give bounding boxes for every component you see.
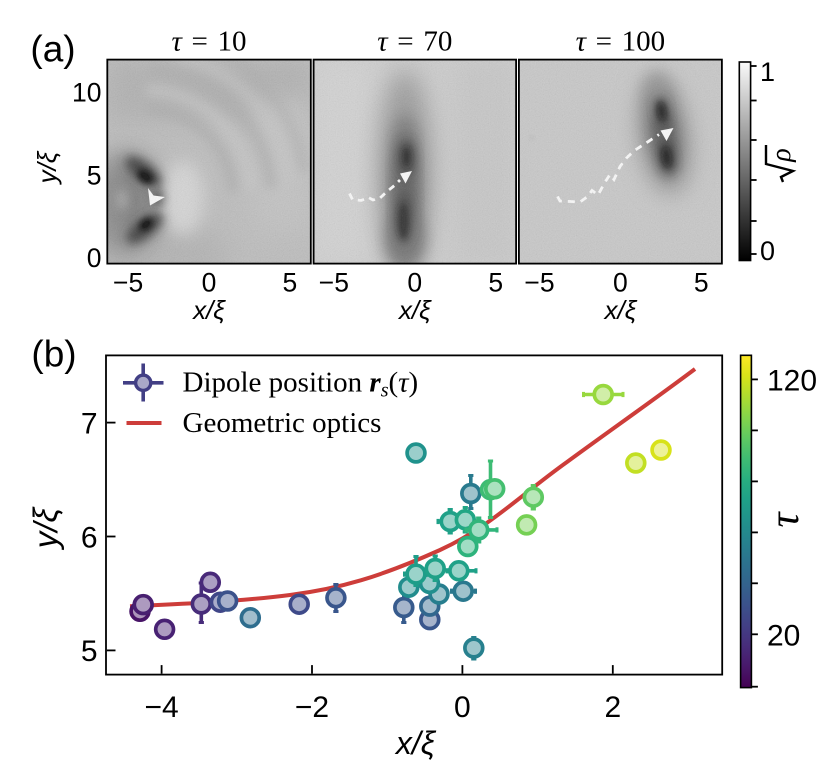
- svg-text:1: 1: [760, 57, 775, 87]
- svg-text:x/ξ: x/ξ: [394, 725, 437, 761]
- svg-text:5: 5: [87, 161, 102, 191]
- svg-text:7: 7: [81, 407, 98, 440]
- svg-text:−4: −4: [144, 691, 178, 724]
- svg-text:τ = 100: τ = 100: [576, 26, 666, 58]
- svg-text:Dipole position rs(τ): Dipole position rs(τ): [183, 367, 419, 402]
- svg-text:5: 5: [283, 268, 298, 298]
- svg-text:x/ξ: x/ξ: [397, 295, 432, 325]
- svg-text:−5: −5: [524, 268, 554, 298]
- svg-text:τ = 10: τ = 10: [171, 26, 246, 58]
- svg-text:x/ξ: x/ξ: [602, 295, 637, 325]
- svg-text:0: 0: [407, 268, 422, 298]
- svg-text:0: 0: [202, 268, 217, 298]
- svg-text:y/ξ: y/ξ: [27, 507, 64, 551]
- svg-text:0: 0: [760, 236, 775, 266]
- svg-text:τ = 70: τ = 70: [377, 26, 452, 58]
- svg-text:10: 10: [72, 78, 101, 108]
- svg-text:0: 0: [613, 268, 628, 298]
- svg-text:20: 20: [767, 620, 800, 653]
- svg-text:120: 120: [767, 365, 817, 398]
- svg-text:5: 5: [694, 268, 709, 298]
- svg-text:0: 0: [87, 243, 102, 273]
- svg-text:5: 5: [81, 635, 98, 668]
- svg-text:ρ: ρ: [766, 148, 797, 162]
- svg-text:0: 0: [454, 691, 471, 724]
- svg-text:−5: −5: [113, 268, 143, 298]
- svg-text:(b): (b): [31, 334, 76, 375]
- svg-text:2: 2: [604, 691, 621, 724]
- svg-text:Geometric optics: Geometric optics: [183, 407, 382, 439]
- svg-text:τ: τ: [762, 511, 808, 528]
- svg-text:5: 5: [488, 268, 503, 298]
- svg-text:y/ξ: y/ξ: [32, 150, 62, 185]
- svg-text:x/ξ: x/ξ: [191, 295, 226, 325]
- svg-text:−5: −5: [319, 268, 349, 298]
- svg-text:6: 6: [81, 521, 98, 554]
- svg-text:(a): (a): [30, 29, 75, 70]
- svg-text:−2: −2: [295, 691, 329, 724]
